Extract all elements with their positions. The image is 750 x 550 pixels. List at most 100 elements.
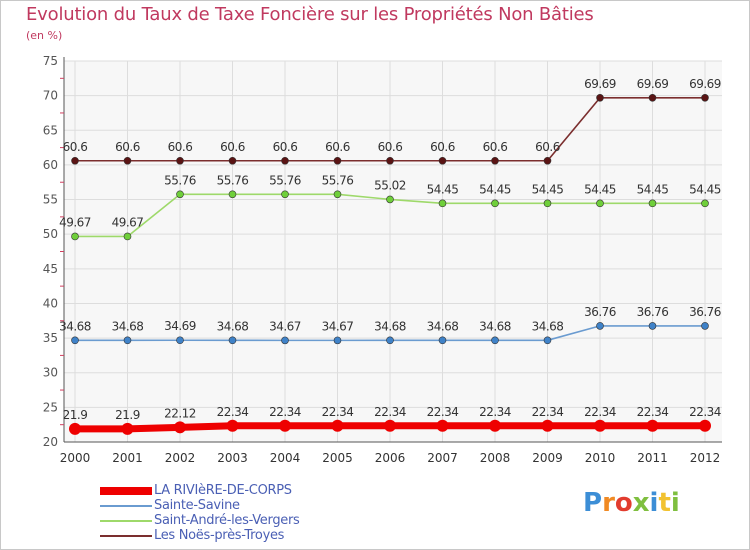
- series-1-point-2006: [386, 195, 394, 204]
- x-tick-label-2006: 2006: [375, 451, 406, 465]
- series-0-label-2002: 60.6: [168, 140, 193, 154]
- series-2-label-2002: 34.69: [164, 319, 196, 333]
- legend-swatch-1: [100, 505, 152, 507]
- series-2-label-2006: 34.68: [374, 319, 406, 333]
- series-3-label-2008: 22.34: [479, 405, 511, 419]
- series-1-point-2004: [281, 190, 289, 199]
- y-tick-label-45: 45: [43, 262, 58, 276]
- x-tick-label-2012: 2012: [690, 451, 721, 465]
- series-1-point-2002: [176, 190, 184, 199]
- series-1-point-2003: [228, 190, 237, 199]
- series-2-label-2008: 34.68: [479, 319, 511, 333]
- series-2-label-2011: 36.76: [637, 305, 669, 319]
- series-2-label-2010: 36.76: [584, 305, 616, 319]
- series-0-label-2010: 69.69: [584, 77, 616, 91]
- legend-label-1: Sainte-Savine: [154, 498, 240, 513]
- series-3-label-2006: 22.34: [374, 405, 406, 419]
- series-1-point-2000: [71, 232, 79, 241]
- logo-letter: o: [614, 488, 633, 518]
- series-0-point-2007: [438, 156, 447, 165]
- series-0-label-2004: 60.6: [273, 140, 298, 154]
- series-2-point-2002: [176, 336, 184, 345]
- series-1-label-2012: 54.45: [689, 182, 721, 196]
- series-1-label-2009: 54.45: [532, 182, 564, 196]
- series-2-point-2005: [333, 336, 342, 345]
- series-3-point-2010: [594, 419, 606, 432]
- y-tick-label-70: 70: [43, 89, 58, 103]
- chart-title: Evolution du Taux de Taxe Foncière sur l…: [26, 4, 594, 25]
- series-0-label-2009: 60.6: [535, 140, 560, 154]
- legend-label-3: Les Noës-près-Troyes: [154, 528, 285, 543]
- y-tick-label-60: 60: [43, 158, 58, 172]
- y-tick-label-55: 55: [43, 193, 58, 207]
- series-1-point-2012: [701, 199, 709, 208]
- series-3-label-2005: 22.34: [322, 405, 354, 419]
- series-1-point-2011: [648, 199, 657, 208]
- x-tick-label-2008: 2008: [480, 451, 511, 465]
- series-1-point-2010: [596, 199, 604, 208]
- series-2-point-2000: [71, 336, 79, 345]
- y-tick-label-65: 65: [43, 123, 58, 137]
- y-tick-label-30: 30: [43, 366, 58, 380]
- series-2-point-2004: [281, 336, 289, 345]
- legend-item-1: Sainte-Savine: [100, 498, 420, 513]
- series-1-label-2010: 54.45: [584, 182, 616, 196]
- logo-letter: x: [632, 488, 650, 518]
- series-2-point-2008: [491, 336, 499, 345]
- x-tick-label-2004: 2004: [270, 451, 301, 465]
- series-1-label-2008: 54.45: [479, 182, 511, 196]
- series-1-label-2002: 55.76: [164, 173, 196, 187]
- series-1-label-2006: 55.02: [374, 178, 406, 192]
- x-tick-label-2000: 2000: [60, 451, 91, 465]
- logo-letter: r: [602, 488, 615, 518]
- series-3-point-2012: [699, 419, 711, 432]
- y-tick-label-40: 40: [43, 296, 58, 310]
- series-0-point-2000: [71, 156, 79, 165]
- series-2-point-2007: [438, 336, 447, 345]
- series-1-point-2005: [333, 190, 342, 199]
- series-3-point-2009: [541, 419, 554, 432]
- logo-letter: i: [649, 488, 659, 518]
- legend-swatch-0: [100, 487, 152, 495]
- x-tick-label-2005: 2005: [322, 451, 353, 465]
- series-3-label-2012: 22.34: [689, 405, 721, 419]
- legend-swatch-3: [100, 535, 152, 537]
- legend-item-0: LA RIVIèRE-DE-CORPS: [100, 483, 420, 498]
- series-2-label-2005: 34.67: [322, 319, 354, 333]
- series-3-label-2009: 22.34: [532, 405, 564, 419]
- series-0-label-2008: 60.6: [483, 140, 508, 154]
- logo-letter: P: [583, 488, 603, 518]
- series-0-label-2012: 69.69: [689, 77, 721, 91]
- series-1-label-2005: 55.76: [322, 173, 354, 187]
- series-0-point-2002: [176, 156, 184, 165]
- series-0-point-2011: [648, 93, 657, 102]
- series-1-point-2009: [543, 199, 552, 208]
- x-tick-label-2011: 2011: [637, 451, 668, 465]
- series-3-label-2002: 22.12: [164, 406, 196, 420]
- series-3-point-2002: [174, 421, 186, 434]
- proxiti-logo: Proxiti: [583, 488, 680, 518]
- series-2-point-2011: [648, 322, 657, 330]
- y-axis-unit: (en %): [26, 29, 63, 42]
- series-3-label-2011: 22.34: [637, 405, 669, 419]
- series-1-label-2007: 54.45: [427, 182, 459, 196]
- series-2-point-2009: [543, 336, 552, 345]
- logo-letter: t: [658, 488, 671, 518]
- series-3-label-2007: 22.34: [427, 405, 459, 419]
- series-1-point-2001: [123, 232, 132, 241]
- series-3-point-2005: [331, 419, 344, 432]
- series-2-label-2012: 36.76: [689, 305, 721, 319]
- y-tick-label-25: 25: [43, 400, 58, 414]
- series-0-point-2006: [386, 156, 394, 165]
- series-3-label-2010: 22.34: [584, 405, 616, 419]
- y-tick-label-20: 20: [43, 435, 58, 449]
- x-tick-label-2007: 2007: [427, 451, 458, 465]
- series-3-point-2008: [489, 419, 501, 432]
- series-0-point-2003: [228, 156, 237, 165]
- series-2-label-2000: 34.68: [59, 319, 91, 333]
- legend-item-2: Saint-André-les-Vergers: [100, 513, 420, 528]
- series-3-label-2004: 22.34: [269, 405, 301, 419]
- series-2-label-2009: 34.68: [532, 319, 564, 333]
- series-3-point-2011: [646, 419, 659, 432]
- series-1-label-2003: 55.76: [217, 173, 249, 187]
